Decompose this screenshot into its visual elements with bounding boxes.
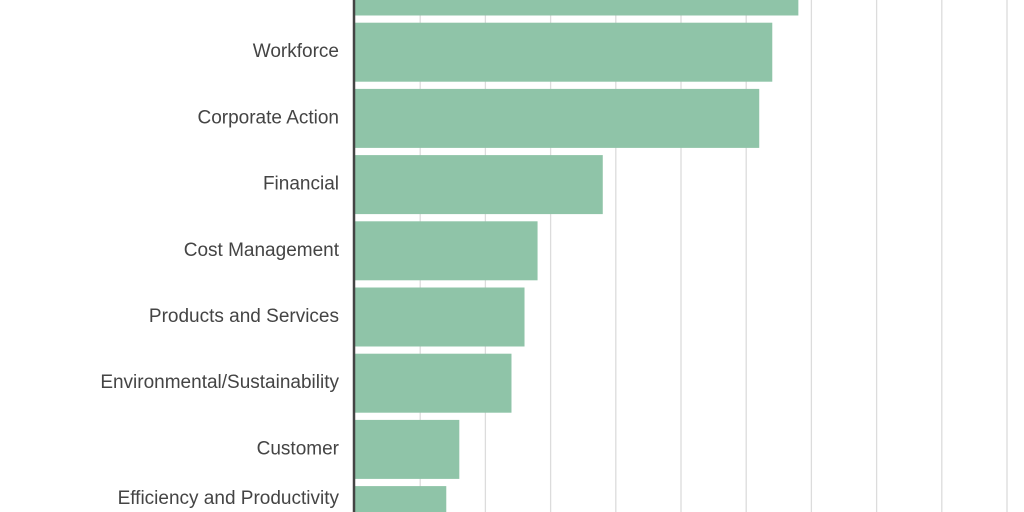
bars	[355, 0, 799, 512]
bar	[355, 287, 525, 347]
bar	[355, 419, 460, 479]
bar	[355, 353, 512, 413]
bar	[355, 22, 773, 82]
category-label: Products and Services	[149, 306, 339, 327]
category-label: Customer	[257, 438, 340, 459]
bar	[355, 88, 760, 148]
bar	[355, 155, 603, 215]
category-label: Workforce	[253, 41, 339, 62]
category-label: Cost Management	[184, 240, 340, 261]
category-labels: Workforce Corporate Action Financial Cost M…	[100, 41, 339, 509]
category-label: Environmental/Sustainability	[100, 372, 339, 393]
category-label: Corporate Action	[197, 107, 339, 128]
category-label: Financial	[263, 174, 339, 195]
bar	[355, 0, 799, 16]
bar	[355, 486, 447, 512]
bar	[355, 221, 538, 281]
gridlines	[419, 0, 1008, 512]
category-label: Efficiency and Productivity	[118, 488, 340, 509]
